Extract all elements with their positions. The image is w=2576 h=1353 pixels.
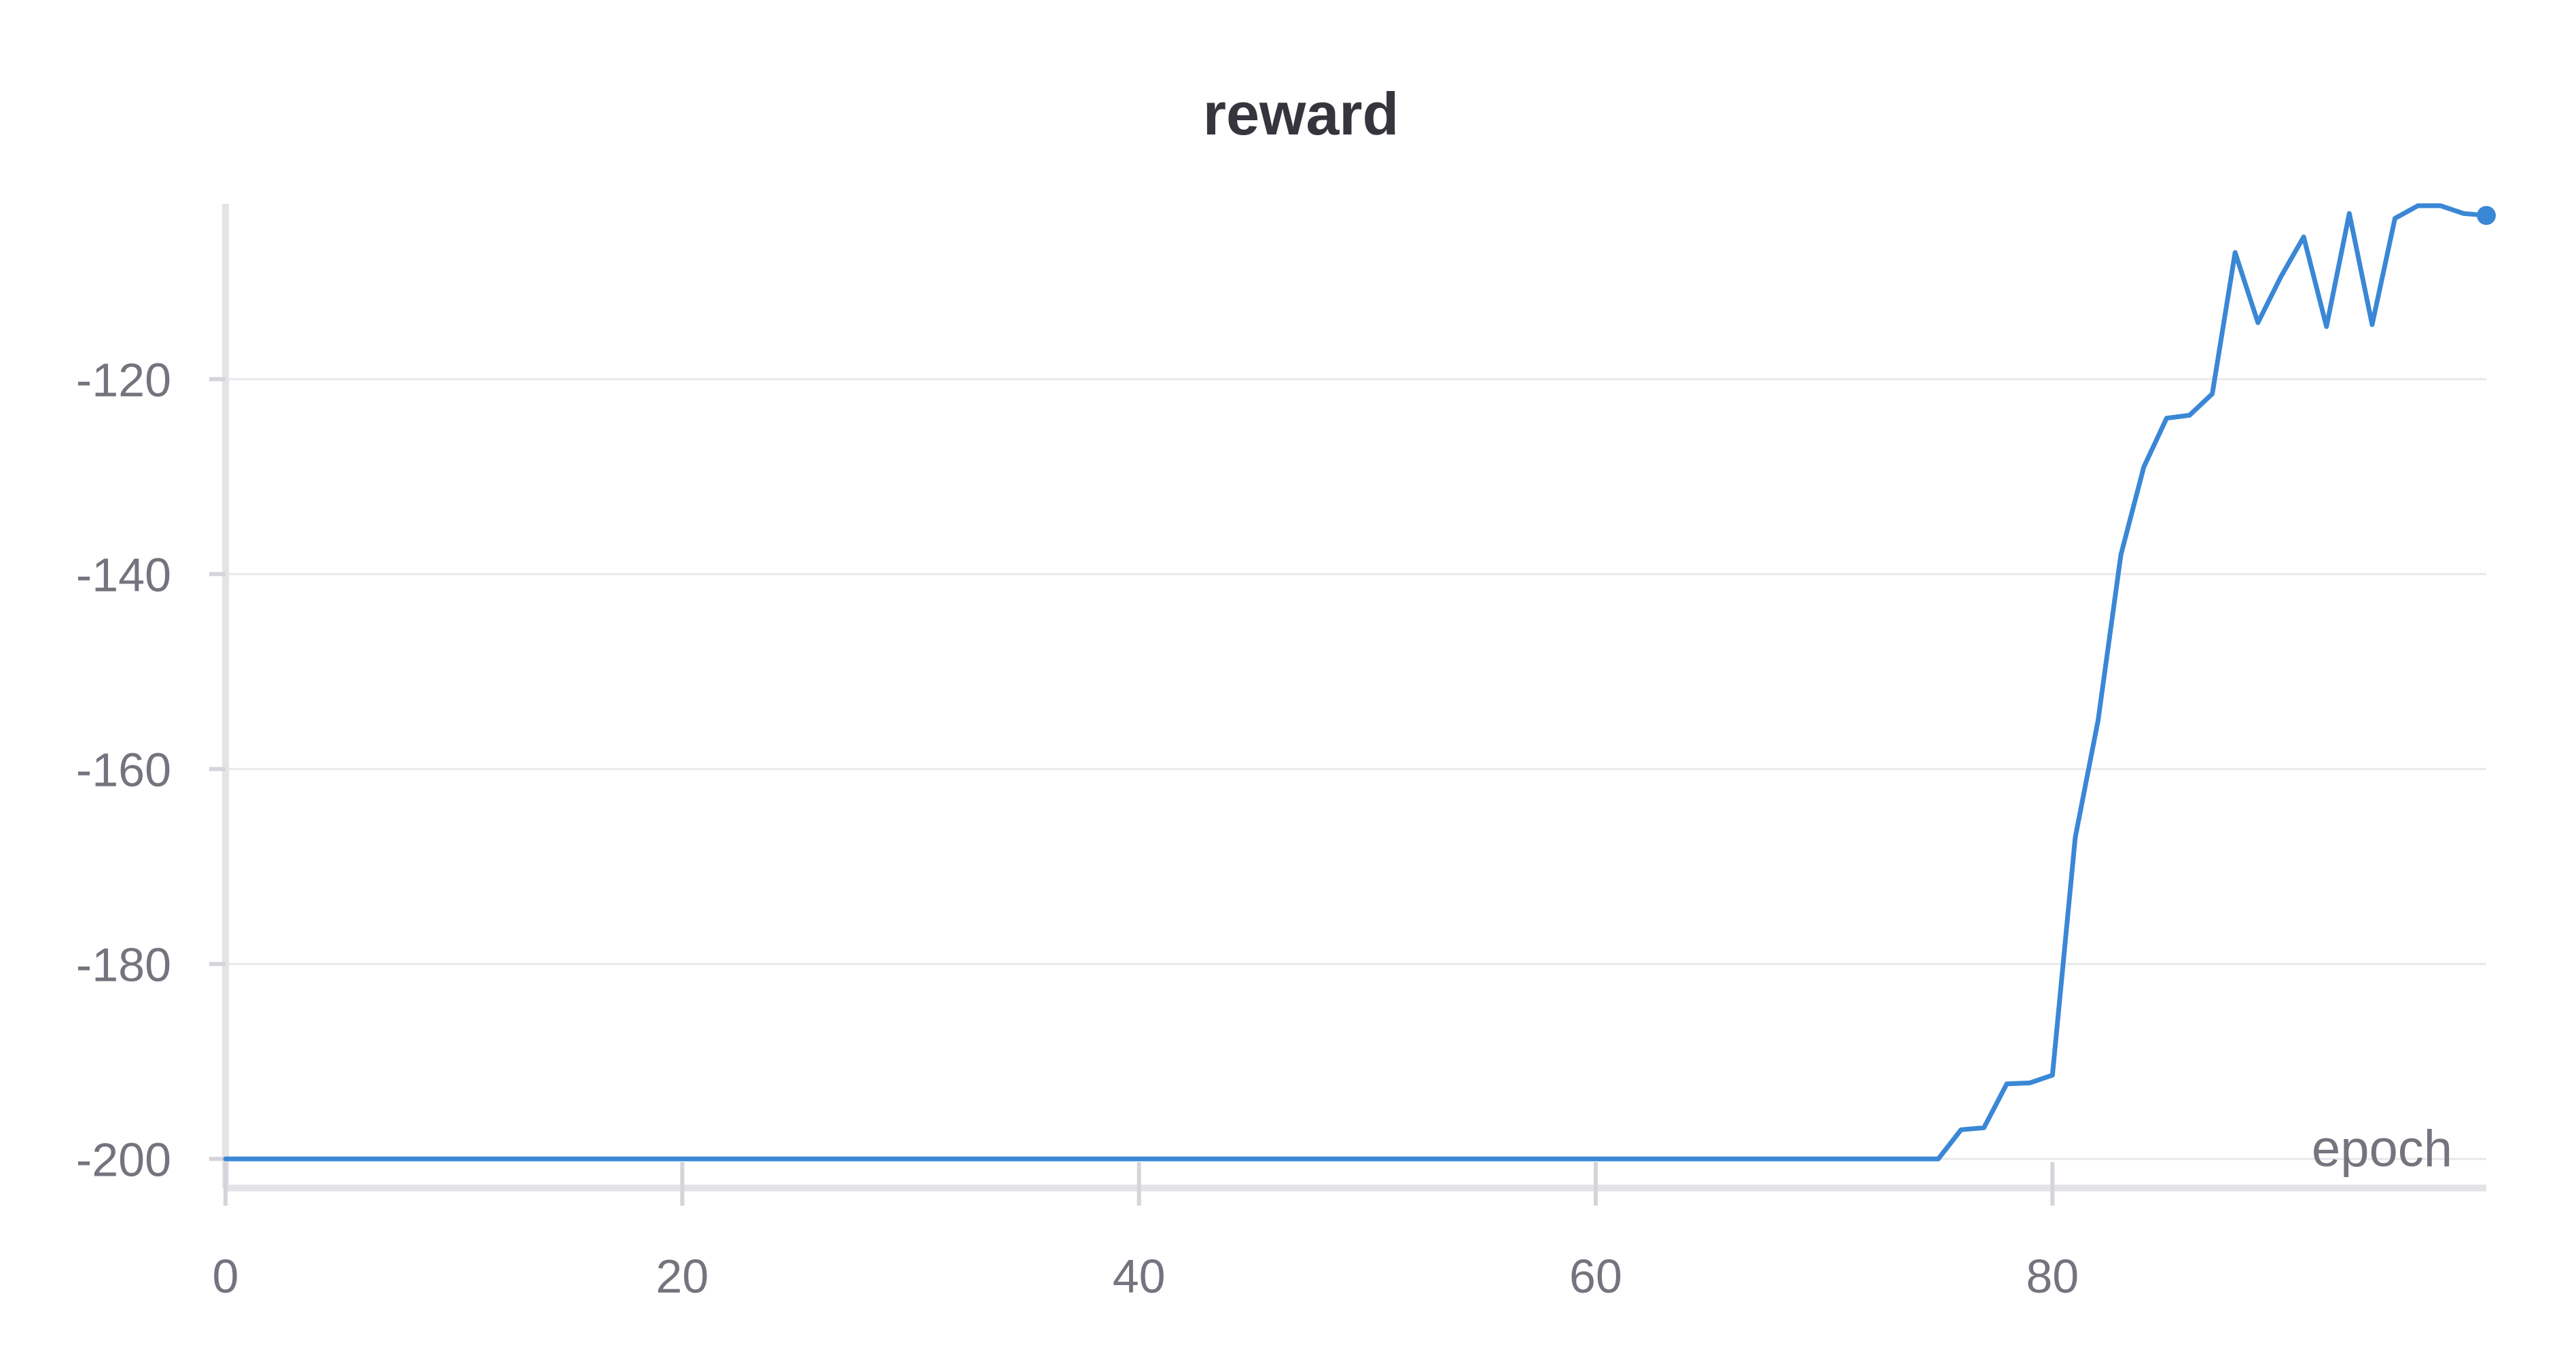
axes bbox=[222, 204, 2486, 1191]
x-axis-label: epoch bbox=[2312, 1120, 2452, 1178]
x-tick-label: 60 bbox=[1569, 1250, 1622, 1303]
y-tick-label: -160 bbox=[76, 743, 171, 796]
y-tick-label: -140 bbox=[76, 548, 171, 601]
y-axis-ticks: -120 -140 -160 -180 -200 bbox=[76, 353, 226, 1186]
x-axis-ticks: 0 20 40 60 80 bbox=[213, 1162, 2079, 1303]
x-tick-label: 20 bbox=[656, 1250, 709, 1303]
y-tick-label: -180 bbox=[76, 938, 171, 991]
x-tick-label: 80 bbox=[2026, 1250, 2079, 1303]
x-tick-label: 40 bbox=[1113, 1250, 1166, 1303]
y-tick-label: -200 bbox=[76, 1133, 171, 1186]
last-point-marker bbox=[2477, 206, 2496, 226]
y-tick-label: -120 bbox=[76, 353, 171, 406]
x-tick-label: 0 bbox=[213, 1250, 239, 1303]
series-group bbox=[223, 203, 2496, 1161]
gridlines bbox=[226, 378, 2486, 1160]
chart-title: reward bbox=[1203, 80, 1399, 147]
reward-series-line bbox=[223, 203, 2489, 1161]
